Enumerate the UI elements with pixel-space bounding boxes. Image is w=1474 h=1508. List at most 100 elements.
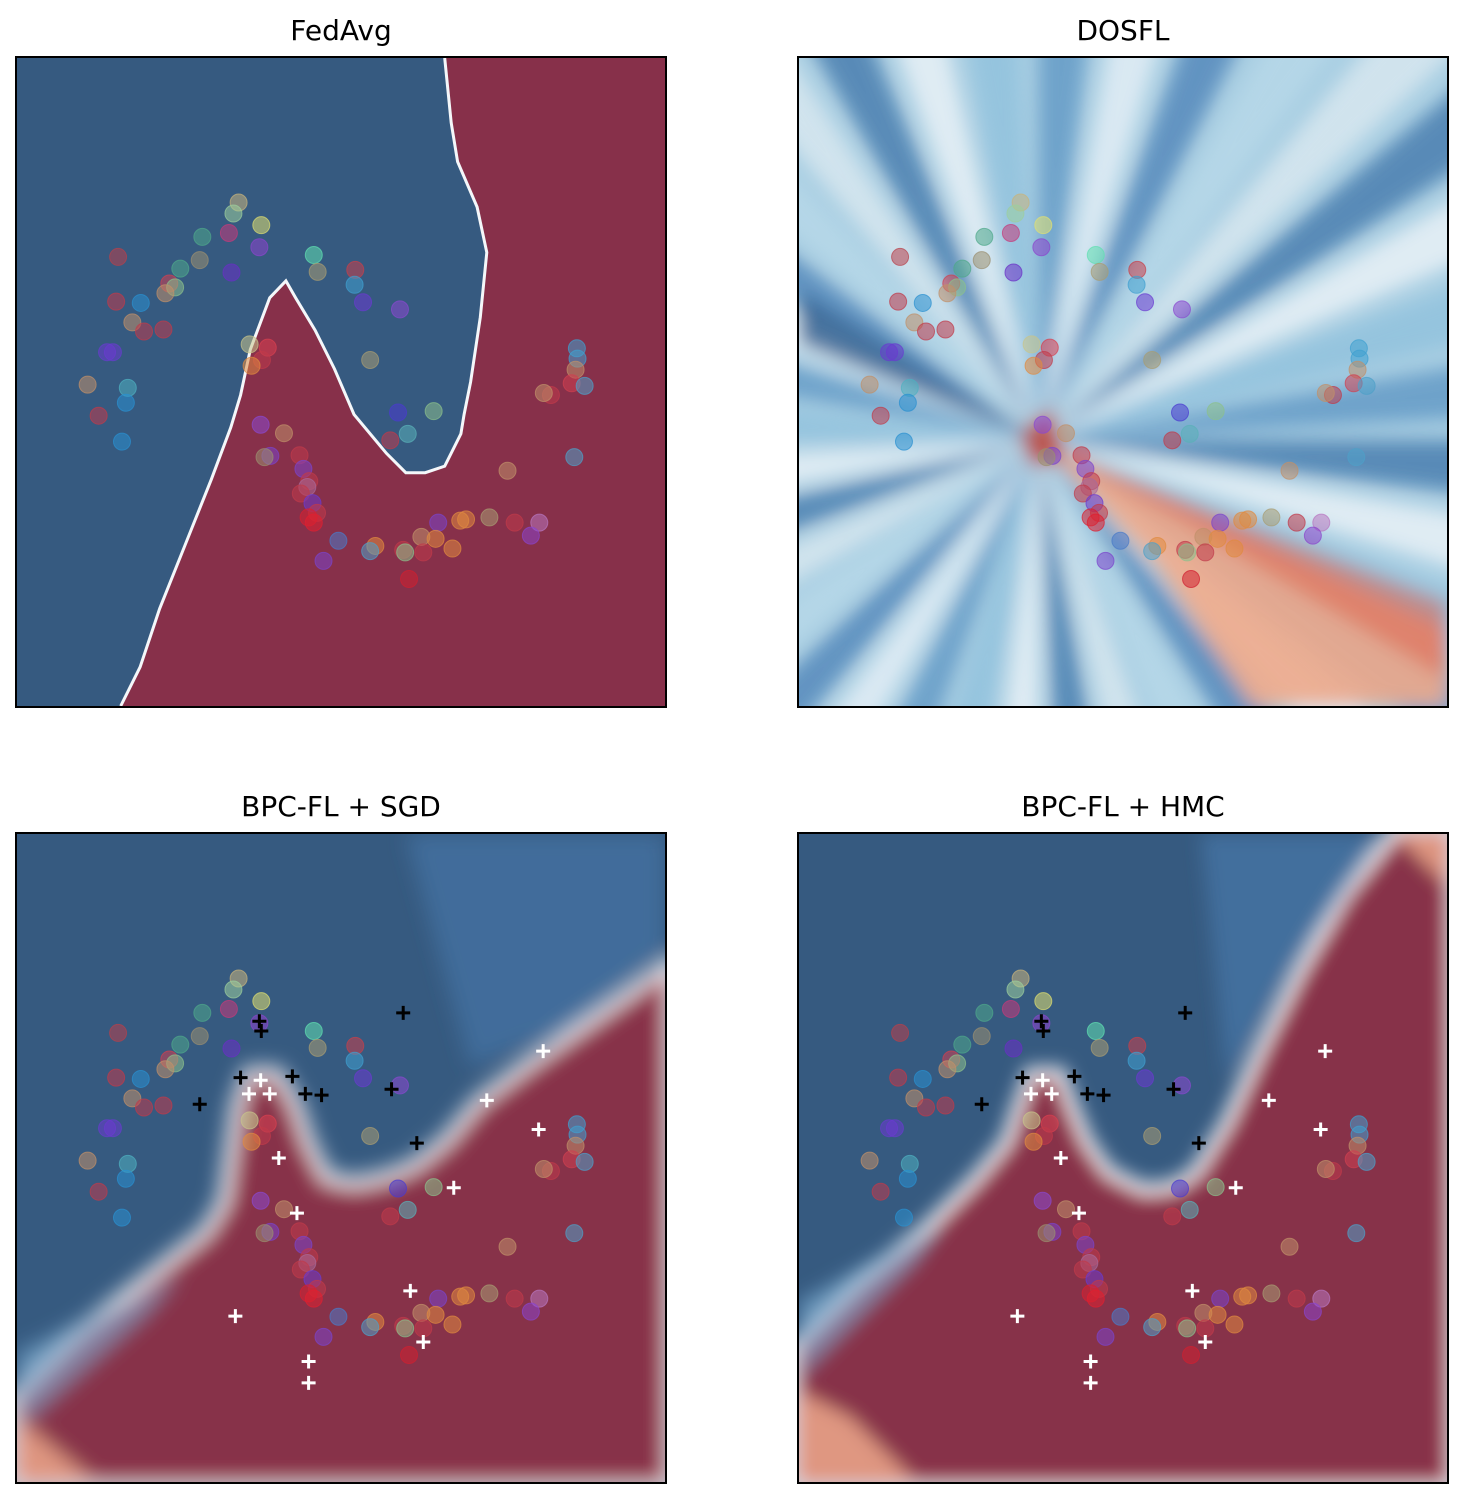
data-point [400, 1345, 419, 1364]
data-point [1347, 448, 1366, 467]
data-point [1206, 1178, 1225, 1197]
cross-marker-class1 [262, 1086, 277, 1101]
field-ray [799, 410, 1039, 441]
cross-marker-class1 [403, 1283, 418, 1298]
data-point [1022, 335, 1041, 354]
cross-marker-class0 [1015, 1070, 1030, 1085]
data-point [1022, 1111, 1041, 1130]
data-point [345, 1051, 364, 1070]
cross-marker-class1 [1228, 1180, 1243, 1195]
data-point [1024, 1132, 1043, 1151]
data-point [89, 1182, 108, 1201]
data-point [1086, 245, 1105, 264]
data-point [1182, 1345, 1201, 1364]
data-point [1163, 431, 1182, 450]
data-point [1182, 569, 1201, 588]
data-point [1206, 402, 1225, 421]
data-point [390, 1076, 409, 1095]
data-point [1086, 1021, 1105, 1040]
probability-surface [17, 834, 665, 1482]
cross-marker-class1 [1035, 1073, 1050, 1088]
data-point [156, 1060, 175, 1079]
data-point [224, 980, 243, 999]
cross-marker-class1 [1318, 1044, 1333, 1059]
plot-fedavg-canvas [17, 58, 665, 706]
data-point [398, 424, 417, 443]
data-point [1225, 539, 1244, 558]
data-point [900, 1154, 919, 1173]
data-point [274, 424, 293, 443]
data-point [103, 1119, 122, 1138]
field-ray [1038, 58, 1447, 441]
data-point [1037, 1224, 1056, 1243]
cross-marker-class0 [1096, 1088, 1111, 1103]
data-point [917, 1098, 936, 1117]
data-point [414, 1319, 433, 1338]
data-point [107, 292, 126, 311]
field-ray [838, 440, 1039, 706]
data-point [252, 216, 271, 235]
data-point [222, 1039, 241, 1058]
data-point [131, 1069, 150, 1088]
cross-marker-class1 [531, 1122, 546, 1137]
plot-bpc-hmc [797, 832, 1449, 1484]
field-light-red-corner [17, 1417, 95, 1482]
data-point [871, 406, 890, 425]
plot-dosfl [797, 56, 1449, 708]
data-point [224, 204, 243, 223]
data-point [89, 406, 108, 425]
cross-marker-class0 [1178, 1005, 1193, 1020]
data-point [898, 1169, 917, 1188]
data-point [190, 251, 209, 270]
field-ray [1038, 368, 1447, 441]
data-point [154, 320, 173, 339]
data-point [1056, 1200, 1075, 1219]
data-point [109, 1023, 128, 1042]
data-point [1073, 484, 1092, 503]
field-light-red-corner [799, 1391, 916, 1482]
title-bpc-sgd: BPC-FL + SGD [241, 790, 441, 823]
field-ray [1038, 204, 1447, 441]
data-point [1143, 1126, 1162, 1145]
data-point [1163, 1207, 1182, 1226]
cross-marker-class1 [536, 1044, 551, 1059]
cross-marker-class1 [1071, 1206, 1086, 1221]
plot-bpc-hmc-canvas [799, 834, 1447, 1482]
field-ray [1038, 440, 1193, 706]
data-point [361, 542, 380, 561]
cross-marker-class0 [1036, 1023, 1051, 1038]
inducing-points [974, 1005, 1333, 1390]
cross-marker-class1 [1185, 1283, 1200, 1298]
data-point [1312, 1289, 1331, 1308]
data-point [414, 543, 433, 562]
data-point [1033, 1191, 1052, 1210]
region-class1 [799, 834, 1447, 1482]
data-point [291, 484, 310, 503]
data-point [917, 322, 936, 341]
probability-surface [799, 834, 1447, 1482]
data-point [426, 1305, 445, 1324]
data-point [898, 393, 917, 412]
data-point [118, 1154, 137, 1173]
data-point [1056, 424, 1075, 443]
data-point [1034, 992, 1053, 1011]
data-point [1357, 1152, 1376, 1171]
field-ray [799, 440, 1039, 483]
data-point [361, 1126, 380, 1145]
data-point [1073, 1260, 1092, 1279]
data-point [116, 393, 135, 412]
data-point [975, 227, 994, 246]
cross-marker-class0 [1166, 1082, 1181, 1097]
scatter-points [78, 193, 594, 588]
cross-marker-class1 [1010, 1309, 1025, 1324]
data-point [240, 1111, 259, 1130]
data-point [1287, 1289, 1306, 1308]
field-ray [799, 367, 1039, 441]
field-light-blue-left [17, 1274, 179, 1431]
data-point [329, 531, 348, 550]
data-point [885, 343, 904, 362]
data-point [242, 356, 261, 375]
data-point [1171, 1179, 1190, 1198]
cross-marker-class1 [1083, 1375, 1098, 1390]
cross-marker-class0 [384, 1082, 399, 1097]
